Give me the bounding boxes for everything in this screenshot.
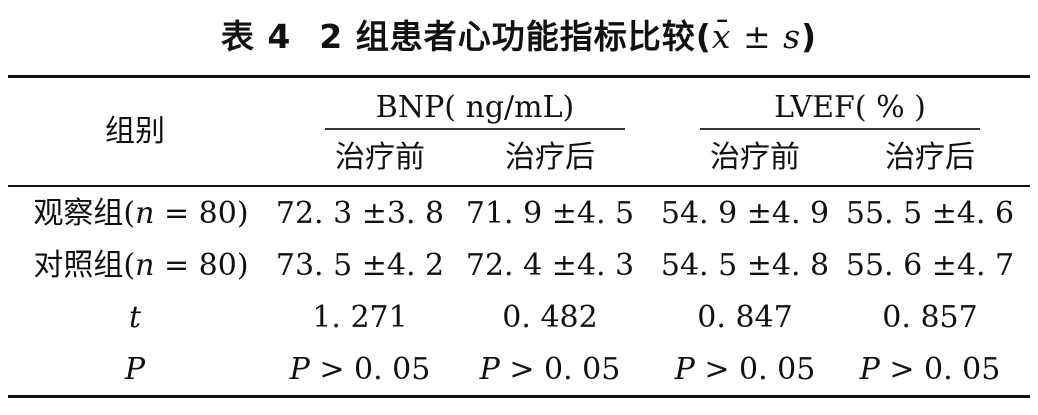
row-obs-bnp-after: 71. 9 ±4. 5 — [465, 196, 635, 231]
table-title: 表 4 2 组患者心功能指标比较(¯ x ± s) — [0, 10, 1038, 58]
row-ctrl-bnp-after: 72. 4 ±4. 3 — [465, 248, 635, 283]
row-t-bnp-before: 1. 271 — [312, 300, 408, 335]
row-p-bnp-before: P > 0. 05 — [289, 352, 431, 387]
row-label-p: P — [124, 352, 146, 387]
header-bnp-before: 治疗前 — [335, 140, 425, 175]
row-label-observation: 观察组(n = 80) — [33, 196, 249, 231]
header-lvef-before: 治疗前 — [710, 140, 800, 175]
header-bnp: BNP( ng/mL) — [375, 90, 575, 125]
header-bnp-after: 治疗后 — [505, 140, 595, 175]
row-ctrl-bnp-before: 73. 5 ±4. 2 — [275, 248, 445, 283]
bottom-rule — [8, 395, 1030, 398]
bnp-underline — [325, 128, 625, 130]
header-lvef: LVEF( % ) — [774, 90, 926, 125]
row-t-bnp-after: 0. 482 — [502, 300, 598, 335]
title-close: ) — [801, 17, 818, 56]
row-p-lvef-after: P > 0. 05 — [859, 352, 1001, 387]
row-obs-bnp-before: 72. 3 ±3. 8 — [275, 196, 445, 231]
row-ctrl-lvef-before: 54. 5 ±4. 8 — [660, 248, 830, 283]
top-rule — [8, 75, 1030, 78]
row-obs-lvef-after: 55. 5 ±4. 6 — [845, 196, 1015, 231]
row-t-lvef-before: 0. 847 — [697, 300, 793, 335]
plus-minus: ± — [731, 17, 784, 56]
row-p-lvef-before: P > 0. 05 — [674, 352, 816, 387]
row-p-bnp-after: P > 0. 05 — [479, 352, 621, 387]
sd-symbol: s — [783, 17, 802, 56]
row-label-control: 对照组(n = 80) — [33, 248, 249, 283]
mean-symbol: ¯ x — [711, 13, 732, 56]
mean-bar: ¯ — [713, 13, 732, 52]
table-number: 表 4 — [220, 17, 292, 56]
header-group: 组别 — [105, 114, 165, 149]
lvef-underline — [700, 128, 980, 130]
row-obs-lvef-before: 54. 9 ±4. 9 — [660, 196, 830, 231]
table-title-text: 2 组患者心功能指标比较( — [319, 17, 712, 56]
row-t-lvef-after: 0. 857 — [882, 300, 978, 335]
row-label-t: t — [128, 300, 142, 335]
header-lvef-after: 治疗后 — [885, 140, 975, 175]
row-ctrl-lvef-after: 55. 6 ±4. 7 — [845, 248, 1015, 283]
header-rule — [8, 185, 1030, 187]
